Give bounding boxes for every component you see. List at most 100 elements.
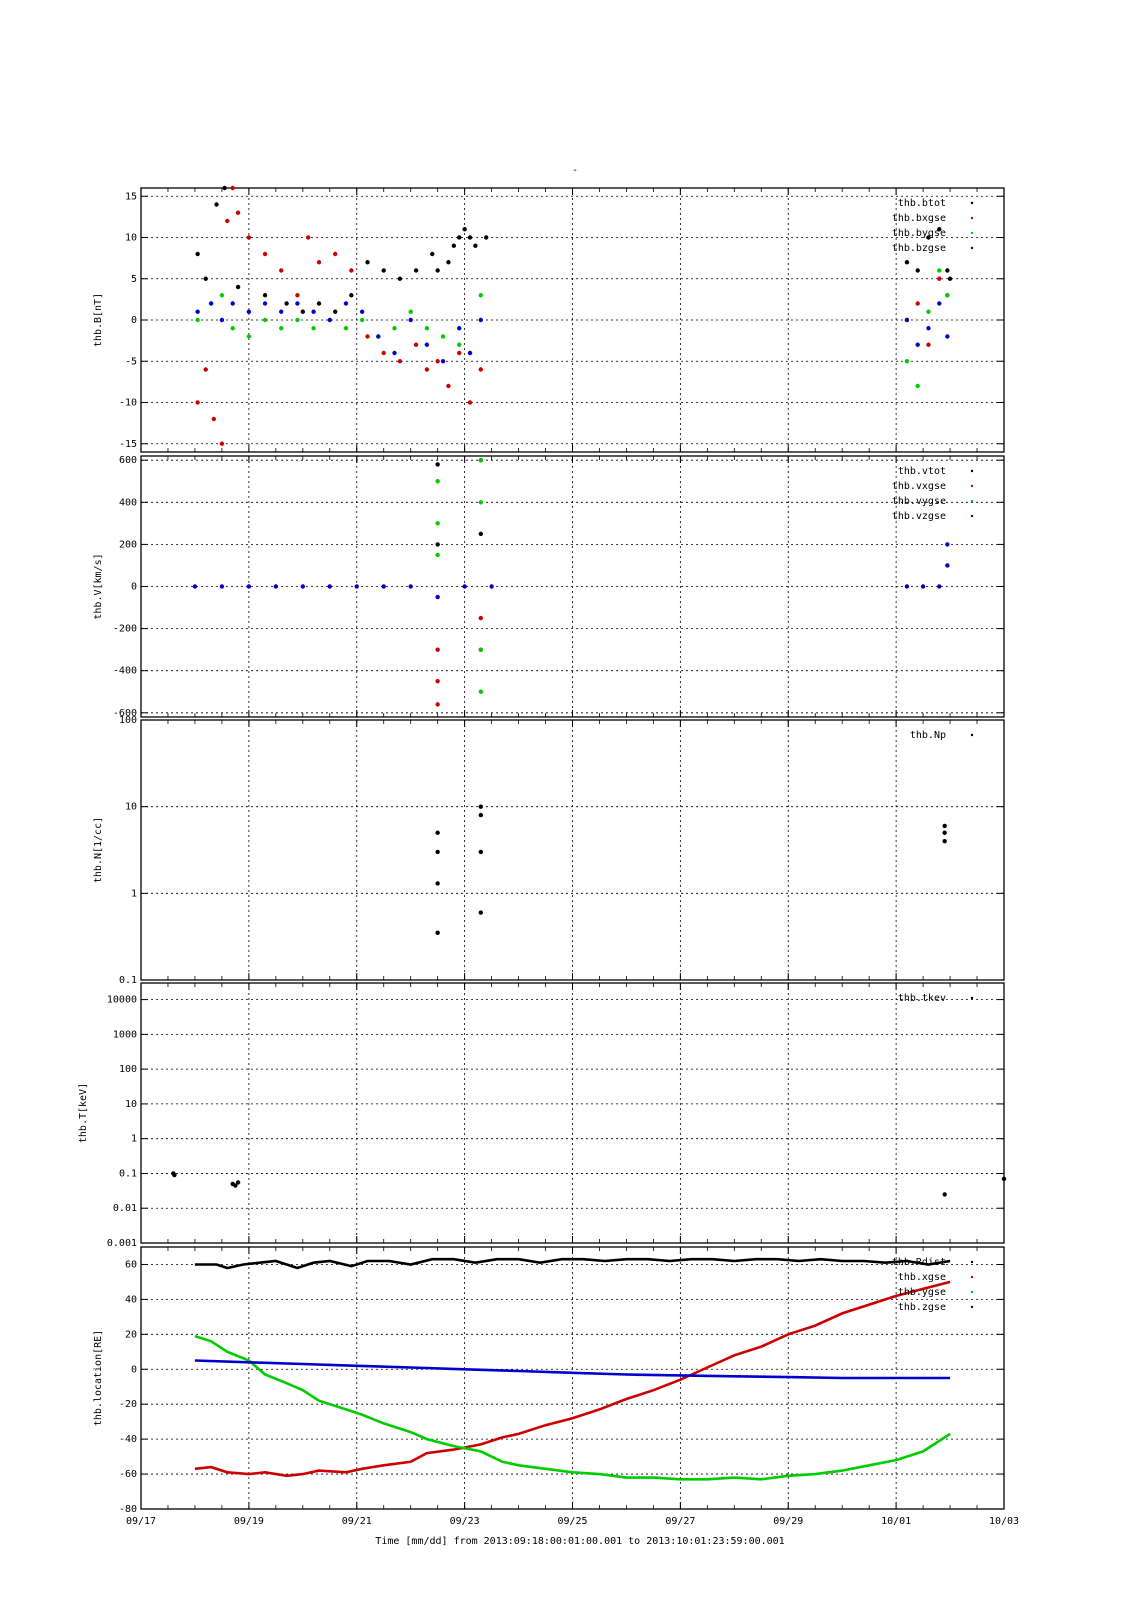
y-tick-label: 15 bbox=[125, 191, 137, 202]
panel-frame bbox=[140, 1246, 1005, 1510]
data-point bbox=[195, 251, 200, 257]
data-point bbox=[195, 400, 200, 405]
y-tick-label: 0 bbox=[131, 582, 137, 593]
legend-label: thb.vzgse bbox=[892, 511, 946, 522]
data-point bbox=[942, 823, 947, 829]
data-point bbox=[926, 309, 931, 314]
data-point bbox=[214, 202, 219, 207]
data-point bbox=[904, 359, 910, 364]
data-point bbox=[440, 334, 446, 339]
y-tick-label: 10000 bbox=[107, 995, 137, 1006]
y-axis-label: thb.V[km/s] bbox=[93, 553, 104, 619]
data-point bbox=[478, 812, 484, 818]
data-point bbox=[219, 317, 225, 323]
y-tick-label: -5 bbox=[125, 356, 137, 367]
x-tick-label: 09/21 bbox=[342, 1516, 372, 1527]
y-tick-label: 100 bbox=[119, 715, 137, 726]
legend-label: thb.bxgse bbox=[892, 213, 946, 224]
data-point bbox=[392, 326, 397, 331]
data-point bbox=[195, 317, 200, 323]
data-point bbox=[462, 227, 467, 232]
data-point bbox=[230, 185, 235, 191]
data-point bbox=[484, 235, 489, 240]
data-point bbox=[478, 849, 484, 855]
data-point bbox=[435, 679, 440, 684]
y-tick-label: -20 bbox=[119, 1399, 137, 1410]
y-axis-label: thb.B[nT] bbox=[93, 293, 104, 347]
data-point bbox=[478, 689, 484, 694]
data-point bbox=[424, 326, 430, 331]
y-tick-label: -15 bbox=[119, 439, 137, 450]
data-point bbox=[937, 584, 942, 589]
y-tick-label: 10 bbox=[125, 233, 137, 244]
y-tick-label: -80 bbox=[119, 1504, 137, 1515]
data-point bbox=[478, 367, 484, 372]
legend-label: thb.zgse bbox=[898, 1302, 946, 1313]
data-point bbox=[446, 383, 451, 389]
data-point bbox=[397, 276, 403, 281]
data-point bbox=[246, 235, 252, 240]
data-point bbox=[435, 830, 440, 835]
data-point bbox=[462, 584, 467, 589]
y-tick-label: 0.1 bbox=[119, 975, 137, 986]
data-point bbox=[942, 830, 947, 835]
data-point bbox=[349, 293, 354, 298]
data-point bbox=[300, 584, 306, 589]
data-point bbox=[279, 326, 284, 331]
y-tick-label: -40 bbox=[119, 1434, 137, 1445]
data-point bbox=[440, 359, 446, 364]
data-point bbox=[1001, 1176, 1007, 1182]
y-axis-label: thb.T[keV] bbox=[78, 1083, 89, 1143]
data-point bbox=[489, 584, 494, 589]
data-point bbox=[446, 260, 451, 265]
data-point bbox=[926, 326, 931, 331]
data-point bbox=[435, 594, 440, 600]
panel-frame bbox=[140, 187, 1005, 453]
data-point bbox=[942, 1192, 947, 1197]
data-point bbox=[937, 268, 942, 273]
x-tick-label: 09/23 bbox=[450, 1516, 480, 1527]
legend-label: thb.xgse bbox=[898, 1272, 946, 1283]
data-point bbox=[478, 458, 484, 463]
x-tick-label: 10/01 bbox=[881, 1516, 911, 1527]
y-tick-label: -400 bbox=[113, 666, 137, 677]
data-point bbox=[942, 838, 947, 844]
data-point bbox=[327, 584, 332, 589]
data-point bbox=[478, 500, 484, 505]
y-axis-label: thb.N[1/cc] bbox=[93, 817, 104, 883]
data-point bbox=[316, 260, 322, 265]
data-point bbox=[915, 342, 920, 347]
legend-marker bbox=[970, 1305, 974, 1309]
legend-marker bbox=[970, 231, 974, 235]
data-point bbox=[478, 910, 484, 915]
data-point bbox=[457, 342, 462, 347]
data-point bbox=[435, 552, 440, 558]
data-point bbox=[208, 301, 214, 306]
legend-marker bbox=[970, 216, 974, 220]
data-point bbox=[947, 276, 953, 281]
data-point bbox=[937, 301, 942, 306]
data-point bbox=[219, 584, 225, 589]
data-point bbox=[381, 350, 386, 356]
data-point bbox=[435, 542, 440, 547]
series-thb.ygse bbox=[194, 1334, 951, 1481]
data-point bbox=[435, 479, 440, 484]
data-point bbox=[359, 317, 365, 323]
data-point bbox=[219, 293, 225, 298]
y-tick-label: 5 bbox=[131, 274, 137, 285]
data-point bbox=[233, 1183, 238, 1188]
data-point bbox=[424, 342, 430, 347]
x-tick-label: 09/17 bbox=[126, 1516, 156, 1527]
y-tick-label: 1 bbox=[131, 888, 137, 899]
data-point bbox=[478, 317, 484, 323]
data-point bbox=[262, 301, 268, 306]
data-point bbox=[192, 584, 198, 589]
data-point bbox=[915, 383, 920, 389]
series-thb.Rdist bbox=[194, 1257, 951, 1270]
data-point bbox=[262, 251, 268, 257]
data-point bbox=[945, 542, 950, 547]
data-point bbox=[195, 309, 200, 314]
legend-label: thb.btot bbox=[898, 198, 946, 209]
panel-4: 0.001 0.01 0.1 1 10 100 1000 10000 thb.T[keV] thb… bbox=[78, 982, 1007, 1249]
data-point bbox=[327, 317, 332, 323]
